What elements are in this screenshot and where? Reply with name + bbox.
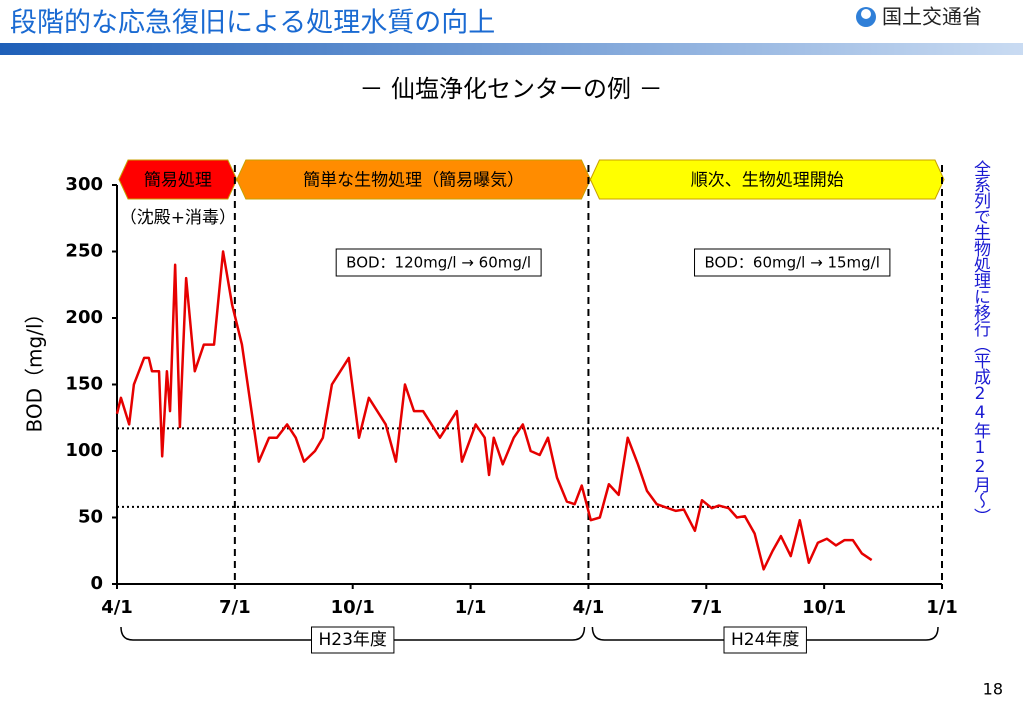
logo-icon bbox=[861, 9, 871, 19]
x-tick-label: 4/1 bbox=[573, 597, 605, 618]
logo-text: 国土交通省 bbox=[882, 5, 982, 29]
period-box bbox=[723, 626, 807, 654]
y-tick-label: 100 bbox=[65, 440, 103, 461]
period-box bbox=[311, 626, 395, 654]
y-tick-label: 250 bbox=[65, 241, 103, 262]
phase-note: （沈殿+消毒） bbox=[120, 208, 236, 228]
phase-label: 順次、生物処理開始 bbox=[691, 171, 844, 191]
annotation: BOD：60mg/l → 15mg/l bbox=[705, 254, 880, 272]
y-tick-label: 300 bbox=[65, 174, 103, 195]
phase-label: 簡易処理 bbox=[144, 171, 212, 191]
chart-title: － 仙塩浄化センターの例 － bbox=[359, 75, 662, 103]
x-tick-label: 10/1 bbox=[802, 597, 846, 618]
phase-banner bbox=[589, 159, 945, 200]
x-tick-label: 1/1 bbox=[926, 597, 958, 618]
x-tick-label: 7/1 bbox=[219, 597, 251, 618]
x-tick-label: 4/1 bbox=[101, 597, 133, 618]
period-label: H23年度 bbox=[319, 630, 387, 650]
x-tick-label: 1/1 bbox=[455, 597, 487, 618]
slide-title: 段階的な応急復旧による処理水質の向上 bbox=[10, 8, 495, 39]
y-tick-label: 50 bbox=[78, 507, 103, 528]
title-bar bbox=[0, 43, 1023, 55]
data-line bbox=[115, 250, 873, 571]
annotation-box bbox=[694, 248, 891, 277]
x-tick-label: 7/1 bbox=[690, 597, 722, 618]
y-tick-label: 200 bbox=[65, 307, 103, 328]
period-label: H24年度 bbox=[731, 630, 799, 650]
page-number: 18 bbox=[983, 680, 1003, 699]
y-tick-label: 150 bbox=[65, 374, 103, 395]
phase-label: 簡単な生物処理（簡易曝気） bbox=[303, 171, 524, 191]
annotation: BOD：120mg/l → 60mg/l bbox=[346, 254, 531, 272]
annotation-box bbox=[335, 248, 542, 277]
x-tick-label: 10/1 bbox=[331, 597, 375, 618]
y-axis-label: BOD（mg/l） bbox=[23, 304, 47, 433]
side-note: 全系列で生物処理に移行（平成24年12月～） bbox=[970, 160, 991, 524]
y-tick-label: 0 bbox=[90, 573, 103, 594]
